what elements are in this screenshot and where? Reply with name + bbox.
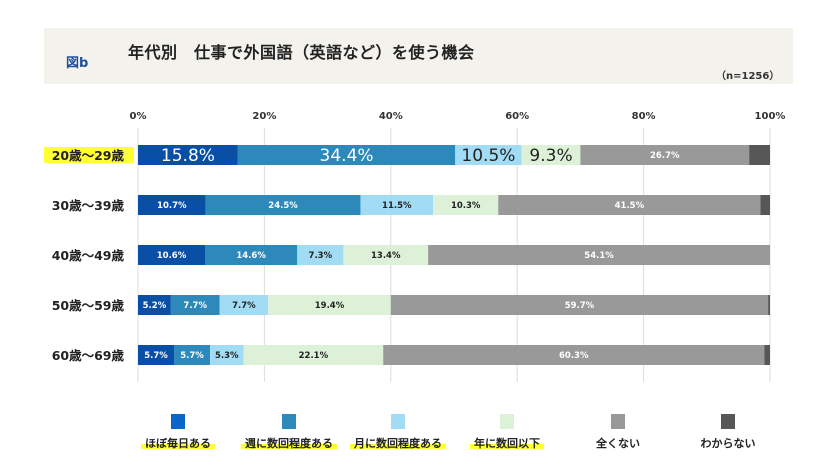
data-label: 19.4% [315, 301, 345, 311]
bar-segment [521, 145, 581, 165]
data-label: 10.5% [461, 146, 515, 166]
data-label: 5.2% [143, 301, 167, 311]
x-tick-label: 40% [379, 111, 403, 122]
data-label: 5.7% [144, 351, 168, 361]
legend-swatch [282, 414, 296, 429]
bar-segment [138, 345, 175, 365]
data-label: 54.1% [584, 251, 614, 261]
bar-segment [760, 195, 770, 215]
bar-segment [580, 145, 750, 165]
sample-size: （n=1256） [716, 71, 780, 82]
bar-segment [237, 145, 456, 165]
data-label: 60.3% [559, 351, 589, 361]
legend-label: 週に数回程度ある [245, 436, 333, 450]
legend-label: わからない [701, 437, 756, 450]
x-tick-label: 80% [632, 111, 656, 122]
data-label: 34.4% [320, 146, 374, 166]
data-label: 22.1% [299, 351, 329, 361]
bar-segment [204, 245, 298, 265]
data-label: 59.7% [565, 301, 595, 311]
legend-swatch [500, 414, 514, 429]
legend-highlight [141, 444, 215, 449]
bar-segment [243, 345, 384, 365]
x-tick-label: 20% [252, 111, 276, 122]
bar-segment [268, 295, 391, 315]
data-label: 13.4% [371, 251, 401, 261]
bar-segment [360, 195, 434, 215]
legend-label: 月に数回程度ある [353, 436, 442, 450]
data-label: 10.3% [451, 201, 481, 211]
legend-swatch [171, 414, 185, 429]
category-label: 40歳〜49歳 [52, 248, 125, 263]
bar-segment [498, 195, 761, 215]
data-label: 7.7% [183, 301, 207, 311]
legend-highlight [241, 444, 337, 449]
bar-segment [768, 295, 770, 315]
legend-swatch [391, 414, 405, 429]
legend-highlight [350, 444, 446, 449]
bar-segment [749, 145, 770, 165]
bar-segment [138, 145, 238, 165]
bar-segment [343, 245, 429, 265]
legend-label: 年に数回以下 [474, 436, 540, 450]
data-label: 9.3% [529, 146, 572, 166]
bar-segment [138, 295, 171, 315]
bar-segment [219, 295, 269, 315]
category-label: 30歳〜39歳 [52, 198, 125, 213]
x-tick-label: 60% [505, 111, 529, 122]
data-label: 11.5% [382, 201, 412, 211]
bar-segment [455, 145, 522, 165]
data-label: 26.7% [650, 151, 680, 161]
bar-segment [138, 195, 206, 215]
bar-segment [138, 245, 205, 265]
x-tick-label: 0% [130, 111, 147, 122]
data-label: 10.7% [157, 201, 187, 211]
data-label: 5.3% [215, 351, 239, 361]
bar-segment [383, 345, 765, 365]
bar-segment [174, 345, 211, 365]
data-label: 7.7% [232, 301, 256, 311]
bar-segment [297, 245, 344, 265]
legend-swatch [611, 414, 625, 429]
legend-swatch [721, 414, 735, 429]
category-label: 20歳〜29歳 [52, 148, 125, 163]
chart-title: 年代別 仕事で外国語（英語など）を使う機会 [128, 43, 475, 62]
bar-segment [428, 245, 770, 265]
bar-segment [210, 345, 244, 365]
legend-label: 全くない [595, 436, 640, 450]
legend-highlight [470, 444, 544, 449]
bar-segment [764, 345, 770, 365]
data-label: 7.3% [309, 251, 333, 261]
data-label: 10.6% [157, 251, 187, 261]
legend-label: ほぼ毎日ある [145, 436, 211, 450]
bar-segment [170, 295, 220, 315]
bar-segment [205, 195, 361, 215]
bar-segment [390, 295, 769, 315]
category-label: 60歳〜69歳 [52, 348, 125, 363]
data-label: 24.5% [268, 201, 298, 211]
x-tick-label: 100% [755, 111, 786, 122]
bar-segment [433, 195, 499, 215]
chart-header: 図b 年代別 仕事で外国語（英語など）を使う機会 （n=1256） [44, 28, 793, 84]
category-highlight [44, 147, 134, 163]
data-label: 14.6% [236, 251, 266, 261]
data-label: 5.7% [180, 351, 204, 361]
data-label: 15.8% [161, 146, 215, 166]
data-label: 41.5% [615, 201, 645, 211]
category-label: 50歳〜59歳 [52, 298, 125, 313]
figure-label: 図b [66, 56, 89, 71]
